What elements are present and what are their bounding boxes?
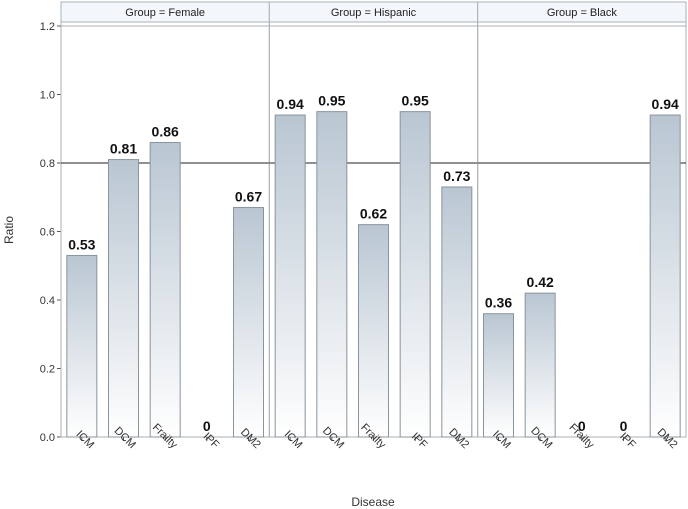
data-label: 0.94	[277, 96, 304, 112]
bar	[524, 292, 556, 438]
y-tick-label: 0.0	[40, 432, 55, 444]
data-label: 0.95	[318, 93, 345, 109]
bar	[316, 111, 348, 438]
y-axis-title: Ratio	[2, 216, 16, 244]
data-label: 0.62	[360, 206, 387, 222]
data-label: 0	[578, 418, 586, 434]
bar	[483, 313, 514, 438]
panel-title: Group = Hispanic	[331, 7, 417, 19]
data-label: 0.81	[110, 141, 137, 157]
bar	[233, 207, 264, 438]
bar	[66, 254, 98, 438]
panel-title: Group = Black	[547, 7, 618, 19]
data-label: 0.73	[443, 168, 470, 184]
bar	[149, 141, 181, 438]
data-label: 0	[203, 418, 211, 434]
bar	[274, 114, 306, 438]
data-label: 0.42	[527, 274, 554, 290]
data-label: 0.94	[652, 96, 679, 112]
bar	[399, 111, 431, 438]
y-tick-label: 1.0	[40, 90, 55, 102]
data-label: 0	[620, 418, 628, 434]
y-tick-label: 1.2	[40, 21, 55, 33]
data-label: 0.36	[485, 295, 512, 311]
panel-2: Group = Hispanic0.94ICM0.95DCM0.62Frailt…	[268, 1, 479, 451]
bar	[441, 186, 473, 438]
y-tick-label: 0.6	[40, 227, 55, 239]
bar	[649, 114, 681, 438]
y-tick-label: 0.2	[40, 364, 55, 376]
data-label: 0.67	[235, 189, 262, 205]
data-label: 0.53	[68, 236, 95, 252]
y-tick-label: 0.4	[40, 295, 55, 307]
x-axis-title: Disease	[351, 495, 395, 509]
data-label: 0.95	[402, 93, 429, 109]
panel-title: Group = Female	[125, 7, 205, 19]
y-tick-label: 0.8	[40, 158, 55, 170]
bar	[108, 159, 139, 438]
bar	[358, 224, 389, 438]
data-label: 0.86	[152, 123, 179, 139]
